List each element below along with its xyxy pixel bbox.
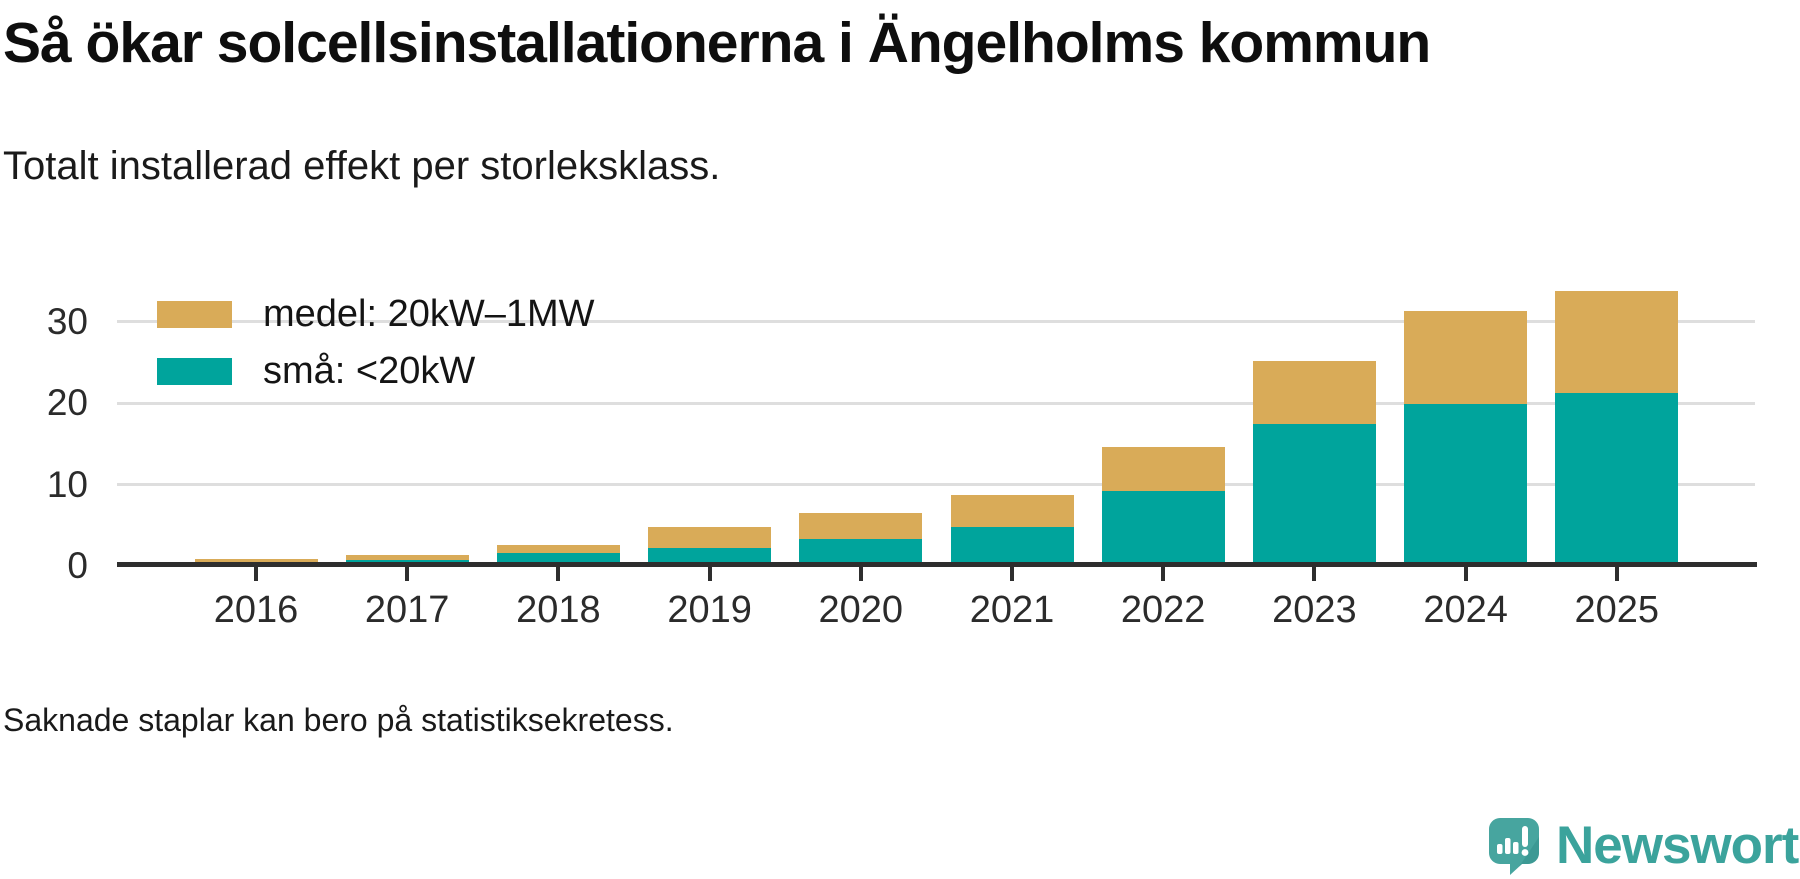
x-tick-2024 [1463,566,1468,581]
newsworthy-logo: Newsworthy [1488,817,1800,875]
bar-2025-medel-20kw-1mw [1555,290,1679,393]
legend-item-små-20kw: små: <20kW [157,350,475,393]
x-tick-2016 [254,566,258,581]
x-axis-label-2016: 2016 [213,589,299,631]
x-tick-2023 [1312,566,1317,581]
gridline-10 [117,483,1755,486]
bar-2024-små-20kw [1404,404,1528,564]
x-axis-label-2024: 2024 [1423,589,1508,631]
bar-2017-medel-20kw-1mw [345,555,469,560]
page-title: Så ökar solcellsinstallationerna i Ängel… [3,11,1431,75]
x-tick-2021 [1010,566,1014,581]
bar-2020-medel-20kw-1mw [799,513,923,539]
bar-2025-små-20kw [1555,392,1679,564]
x-tick-2020 [858,566,863,581]
y-axis-label-20: 20 [46,382,88,423]
newsworthy-wordmark: Newsworthy [1556,816,1800,875]
bar-2023-medel-20kw-1mw [1252,361,1376,424]
bar-2022-små-20kw [1101,490,1225,564]
x-tick-2025 [1614,566,1619,581]
x-axis-line [117,562,1757,567]
bar-2018-medel-20kw-1mw [496,545,620,554]
y-axis-label-30: 30 [46,300,88,342]
x-tick-2022 [1161,566,1166,581]
bar-2019-medel-20kw-1mw [648,527,772,548]
x-axis-label-2018: 2018 [516,589,601,631]
y-axis-label-10: 10 [46,463,88,505]
chart-footnote: Saknade staplar kan bero på statistiksek… [3,702,674,738]
gridline-30 [117,320,1755,323]
bar-2021-medel-20kw-1mw [950,494,1074,527]
x-axis-label-2022: 2022 [1120,589,1206,631]
page-subtitle: Totalt installerad effekt per storlekskl… [3,144,721,188]
bar-2016-medel-20kw-1mw [194,559,318,562]
x-tick-2018 [556,566,561,581]
bar-2017-små-20kw [345,559,469,564]
legend-label-medel-20kw-1mw: medel: 20kW–1MW [263,293,595,335]
bar-2022-medel-20kw-1mw [1101,447,1225,491]
x-axis-label-2017: 2017 [364,589,450,631]
x-tick-2019 [707,566,712,581]
legend-swatch-små-20kw [157,358,232,385]
bar-2019-små-20kw [648,547,772,564]
x-axis-label-2020: 2020 [818,589,904,631]
x-axis-label-2025: 2025 [1574,589,1660,631]
bar-2018-små-20kw [496,553,620,564]
gridline-20 [117,401,1755,405]
legend-label-små-20kw: små: <20kW [263,350,476,392]
legend-swatch-medel-20kw-1mw [157,301,232,328]
x-axis-label-2021: 2021 [969,589,1055,631]
bar-2021-små-20kw [950,526,1074,564]
x-axis-label-2019: 2019 [667,589,752,631]
newsworthy-logo-icon [1489,818,1539,875]
bar-2024-medel-20kw-1mw [1404,310,1528,405]
x-axis-label-2023: 2023 [1272,589,1357,631]
legend-item-medel-20kw-1mw: medel: 20kW–1MW [157,293,595,336]
bar-2023-små-20kw [1252,423,1376,564]
y-axis-label-0: 0 [67,545,88,586]
bar-2020-små-20kw [799,538,923,564]
x-tick-2017 [405,566,410,581]
